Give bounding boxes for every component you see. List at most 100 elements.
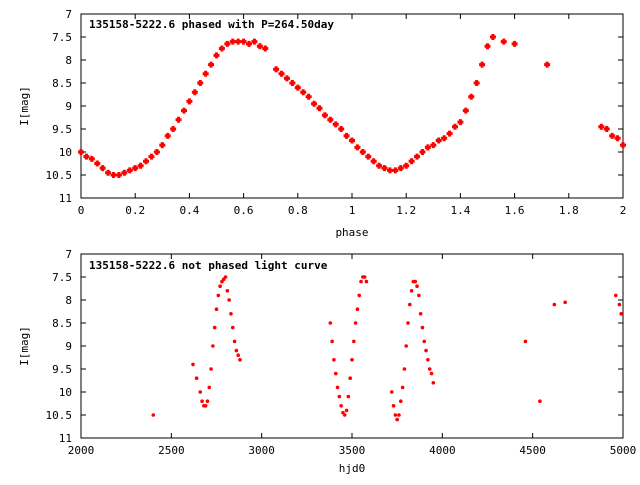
- data-point: [235, 38, 242, 45]
- data-point: [229, 312, 233, 316]
- data-point: [343, 132, 350, 139]
- data-point: [457, 119, 464, 126]
- data-point: [246, 40, 253, 47]
- y-tick-label: 9: [65, 340, 72, 353]
- data-point: [357, 293, 362, 298]
- data-point: [523, 339, 528, 344]
- y-tick-label: 7: [65, 248, 72, 261]
- data-point: [386, 167, 393, 174]
- data-point: [337, 394, 342, 399]
- data-point: [415, 284, 419, 289]
- data-point: [414, 153, 421, 160]
- x-tick-label: 0.2: [125, 204, 145, 217]
- data-point: [99, 165, 106, 172]
- x-tick-label: 4000: [429, 444, 456, 457]
- data-point: [376, 162, 383, 169]
- x-tick-label: 4500: [519, 444, 546, 457]
- data-point: [200, 399, 204, 404]
- x-tick-label: 1.4: [450, 204, 470, 217]
- data-point: [389, 390, 394, 394]
- data-point: [397, 413, 401, 417]
- data-point: [484, 43, 491, 50]
- data-point: [207, 385, 212, 390]
- data-point: [230, 325, 235, 330]
- x-tick-label: 1: [349, 204, 356, 217]
- data-point: [430, 142, 437, 149]
- x-tick-label: 0.6: [234, 204, 254, 217]
- data-point: [305, 93, 312, 100]
- data-point: [211, 344, 215, 348]
- data-point: [427, 367, 432, 371]
- data-point: [406, 321, 410, 325]
- data-point: [435, 137, 442, 144]
- y-tick-label: 11: [59, 432, 72, 445]
- data-point: [342, 413, 347, 417]
- data-point: [88, 155, 95, 162]
- data-point: [311, 100, 318, 107]
- y-tick-label: 7.5: [52, 31, 72, 44]
- data-point: [348, 376, 352, 381]
- data-point: [402, 367, 407, 371]
- data-point: [209, 367, 213, 371]
- data-point: [349, 137, 355, 144]
- data-point: [148, 153, 155, 160]
- data-point: [212, 325, 217, 330]
- x-tick-label: 1.8: [559, 204, 579, 217]
- y-tick-label: 8.5: [52, 77, 72, 90]
- data-point: [236, 353, 240, 358]
- x-tick-label: 1.2: [396, 204, 416, 217]
- data-point: [218, 45, 225, 52]
- data-point: [164, 132, 171, 139]
- data-point: [409, 289, 414, 293]
- data-point: [159, 142, 166, 149]
- data-point: [202, 70, 209, 77]
- data-point: [538, 399, 542, 404]
- data-point: [283, 75, 290, 82]
- data-point: [468, 93, 475, 100]
- x-tick-label: 0.4: [179, 204, 199, 217]
- data-point: [238, 358, 242, 362]
- data-point: [563, 300, 567, 305]
- data-point: [94, 160, 101, 167]
- data-point: [78, 149, 84, 155]
- y-tick-label: 8.5: [52, 317, 72, 330]
- data-point: [489, 34, 496, 40]
- data-point: [359, 279, 363, 284]
- data-point: [473, 80, 480, 86]
- data-point: [381, 165, 388, 172]
- data-series: [78, 34, 626, 178]
- data-point: [256, 43, 263, 50]
- data-point: [143, 158, 150, 165]
- y-tick-label: 8: [65, 54, 72, 67]
- data-point: [229, 38, 236, 45]
- data-point: [344, 408, 349, 413]
- data-point: [339, 404, 343, 408]
- data-point: [403, 162, 410, 169]
- chart-panel-2: 2000 2500 3000 3500 4000 4500 5000 7 7.5 8 8.5 9 9.5…: [18, 248, 636, 475]
- data-point: [354, 144, 361, 151]
- data-point: [191, 89, 198, 96]
- data-point: [620, 142, 626, 149]
- data-point: [214, 307, 219, 312]
- data-point: [544, 61, 551, 68]
- data-point: [186, 98, 193, 105]
- y-tick-label: 10.5: [46, 169, 73, 182]
- data-point: [234, 348, 239, 353]
- data-point: [614, 135, 621, 142]
- data-point: [132, 165, 139, 172]
- data-point: [424, 144, 431, 151]
- data-point: [137, 162, 144, 169]
- data-point: [346, 394, 351, 399]
- data-point: [278, 70, 285, 77]
- y-tick-label: 7.5: [52, 271, 72, 284]
- data-point: [262, 45, 269, 52]
- x-tick-label: 3500: [339, 444, 366, 457]
- data-point: [479, 61, 486, 68]
- data-point: [424, 348, 428, 353]
- data-point: [617, 302, 622, 307]
- data-point: [338, 126, 345, 132]
- x-tick-label: 2: [620, 204, 627, 217]
- data-point: [213, 52, 220, 59]
- y-tick-label: 7: [65, 8, 72, 21]
- data-point: [397, 165, 404, 172]
